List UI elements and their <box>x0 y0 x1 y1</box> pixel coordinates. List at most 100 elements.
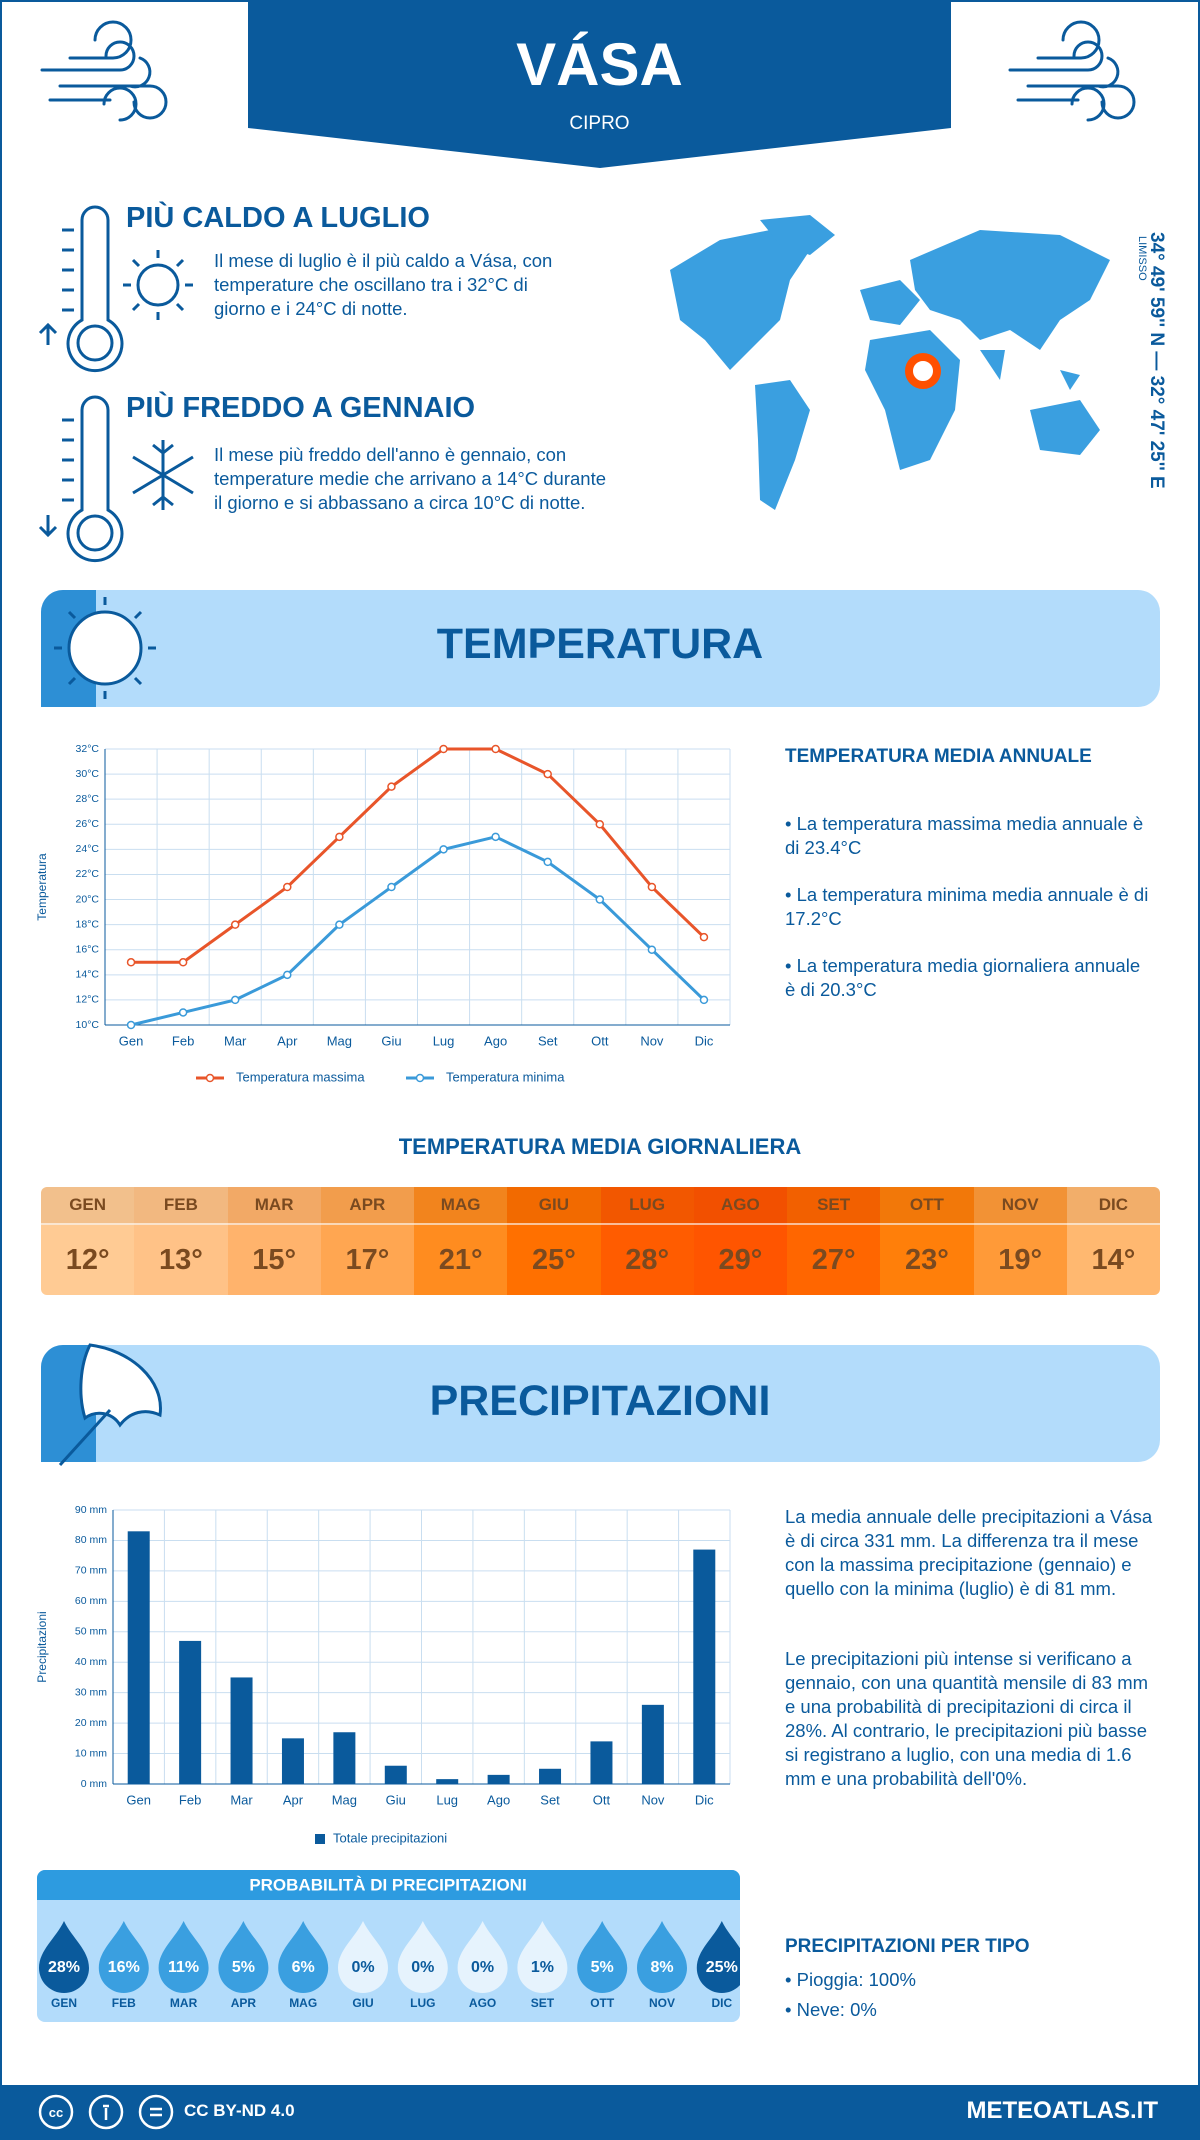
daily-month: NOV <box>973 1187 1067 1225</box>
hottest-title: PIÙ CALDO A LUGLIO <box>126 202 430 234</box>
daily-table: GEN 12° FEB 13° MAR 15° APR 17° MAG 21° GIU 25° LUG 2… <box>41 1187 1160 1295</box>
umbrella-icon <box>58 1343 162 1467</box>
legend-marker <box>415 1073 425 1083</box>
point <box>126 958 136 967</box>
drop <box>577 1921 628 1993</box>
y-tick-label: 90 mm <box>75 1504 107 1516</box>
daily-month: MAR <box>227 1187 321 1225</box>
world-map <box>670 215 1110 510</box>
x-tick-label: Set <box>540 1792 560 1807</box>
annual-item: • La temperatura minima media annuale è … <box>785 884 1149 929</box>
x-tick-label: Feb <box>179 1792 201 1807</box>
daily-cell: APR 17° <box>320 1187 414 1295</box>
point <box>387 782 396 791</box>
license-icons: cc <box>38 2094 174 2130</box>
daily-value: 23° <box>904 1243 949 1276</box>
daily-cell: FEB 13° <box>134 1187 228 1295</box>
daily-month: APR <box>320 1187 414 1225</box>
thermo-icons <box>38 205 194 563</box>
y-tick-label: 14°C <box>76 969 100 981</box>
daily-month: LUG <box>600 1187 694 1225</box>
drop-month: FEB <box>112 1996 136 2010</box>
y-tick-label: 70 mm <box>75 1565 107 1577</box>
city-title: VÁSA <box>516 31 683 98</box>
drop-month: NOV <box>649 1996 675 2010</box>
drop-label: 11% <box>168 1959 199 1976</box>
drop-month: DIC <box>711 1996 732 2010</box>
x-tick-label: Feb <box>172 1033 194 1048</box>
location-marker <box>905 353 941 389</box>
point <box>283 970 292 980</box>
drop-month: MAG <box>289 1996 317 2010</box>
point <box>283 882 292 892</box>
y-tick-label: 10 mm <box>75 1747 107 1759</box>
y-tick-label: 30°C <box>76 768 100 780</box>
drop-month: MAR <box>170 1996 198 2010</box>
annual-item: • La temperatura media giornaliera annua… <box>785 955 1141 1000</box>
daily-value: 21° <box>438 1243 483 1276</box>
y-tick-label: 28°C <box>76 793 100 805</box>
bar <box>487 1774 510 1784</box>
point <box>491 832 500 842</box>
x-tick-label: Gen <box>126 1792 151 1807</box>
y-tick-label: 18°C <box>76 918 100 930</box>
daily-cell: GEN 12° <box>41 1187 135 1295</box>
daily-cell: LUG 28° <box>600 1187 694 1295</box>
x-tick-label: Dic <box>695 1033 714 1048</box>
drop-label: 0% <box>471 1959 494 1976</box>
wind-icon-right <box>1008 20 1136 122</box>
daily-cell: OTT 23° <box>880 1187 974 1295</box>
panel-header <box>37 1870 740 1900</box>
x-tick-label: Ott <box>593 1792 611 1807</box>
point <box>178 1008 188 1017</box>
daily-month: FEB <box>134 1187 228 1225</box>
daily-cell: GIU 25° <box>507 1187 601 1295</box>
types-item: • Neve: 0% <box>785 1999 877 2020</box>
annual-item: • La temperatura massima media annuale è… <box>785 813 1144 858</box>
daily-month: MAG <box>414 1187 508 1225</box>
y-tick-label: 10°C <box>76 1019 100 1031</box>
x-tick-label: Giu <box>386 1792 406 1807</box>
drop <box>517 1921 568 1993</box>
bar <box>179 1640 202 1784</box>
y-tick-label: 12°C <box>76 994 100 1006</box>
point <box>647 945 657 954</box>
point <box>126 1020 136 1030</box>
legend-marker <box>205 1073 215 1083</box>
drop-month: GIU <box>352 1996 373 2010</box>
y-tick-label: 24°C <box>76 843 100 855</box>
site: METEOATLAS.IT <box>966 2097 1158 2124</box>
drop-label: 6% <box>292 1959 315 1976</box>
bar <box>230 1677 253 1784</box>
annual-title: TEMPERATURA MEDIA ANNUALE <box>785 746 1092 767</box>
x-tick-label: Dic <box>695 1792 714 1807</box>
types-item: • Pioggia: 100% <box>785 1969 916 1990</box>
point <box>543 769 552 779</box>
daily-month: SET <box>787 1187 881 1225</box>
y-tick-label: 20 mm <box>75 1717 107 1729</box>
point <box>387 882 396 892</box>
y-tick-label: 0 mm <box>81 1778 108 1790</box>
point <box>699 932 709 942</box>
drop-month: AGO <box>469 1996 496 2010</box>
daily-cell: MAG 21° <box>414 1187 508 1295</box>
sun-icon <box>54 597 156 699</box>
y-tick-label: 80 mm <box>75 1534 107 1546</box>
drop <box>457 1921 508 1993</box>
daily-month: GEN <box>41 1187 135 1225</box>
panel-bg <box>37 1870 740 2022</box>
daily-value: 29° <box>718 1243 763 1276</box>
hottest-text: Il mese di luglio è il più caldo a Vása,… <box>214 250 553 319</box>
point <box>230 920 240 929</box>
daily-month: DIC <box>1066 1187 1160 1225</box>
x-tick-label: Mag <box>332 1792 357 1807</box>
point <box>699 995 709 1005</box>
point <box>491 744 500 754</box>
x-tick-label: Apr <box>283 1792 304 1807</box>
x-tick-label: Nov <box>641 1792 665 1807</box>
drop-month: GEN <box>51 1996 77 2010</box>
y-axis-label: Temperatura <box>35 853 49 921</box>
bar <box>693 1549 716 1784</box>
daily-value: 17° <box>345 1243 390 1276</box>
